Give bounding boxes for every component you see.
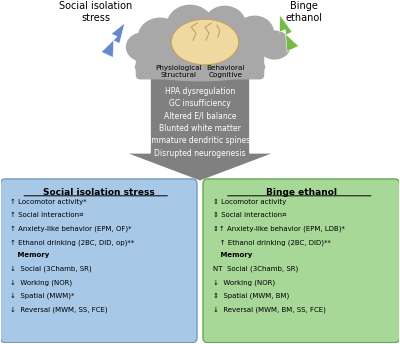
- FancyBboxPatch shape: [136, 41, 264, 79]
- Ellipse shape: [231, 30, 264, 60]
- Text: ⇕↑ Anxiety-like behavior (EPM, LDB)*: ⇕↑ Anxiety-like behavior (EPM, LDB)*: [213, 226, 345, 232]
- Text: ↓  Spatial (MWM)*: ↓ Spatial (MWM)*: [10, 292, 75, 299]
- Polygon shape: [101, 23, 125, 57]
- Ellipse shape: [258, 31, 290, 59]
- Text: ↓  Working (NOR): ↓ Working (NOR): [10, 279, 72, 286]
- Text: ↓  Reversal (MWM, SS, FCE): ↓ Reversal (MWM, SS, FCE): [10, 306, 108, 312]
- FancyBboxPatch shape: [0, 179, 197, 343]
- Text: ↑ Social interaction¤: ↑ Social interaction¤: [10, 212, 84, 218]
- Text: ↓  Social (3Chamb, SR): ↓ Social (3Chamb, SR): [10, 266, 92, 272]
- Text: Memory: Memory: [213, 252, 252, 258]
- Ellipse shape: [156, 31, 194, 63]
- Text: Disrupted neurogenesis: Disrupted neurogenesis: [154, 149, 246, 158]
- Text: Altered E/I balance: Altered E/I balance: [164, 111, 236, 120]
- Ellipse shape: [236, 16, 274, 50]
- Text: ↓  Working (NOR): ↓ Working (NOR): [213, 279, 275, 286]
- Ellipse shape: [136, 53, 264, 81]
- Text: ↑ Ethanol drinking (2BC, DID, op)**: ↑ Ethanol drinking (2BC, DID, op)**: [10, 239, 134, 246]
- Ellipse shape: [167, 6, 213, 45]
- Text: GC insufficiency: GC insufficiency: [169, 99, 231, 108]
- Ellipse shape: [171, 19, 239, 65]
- Text: NT  Social (3Chamb, SR): NT Social (3Chamb, SR): [213, 266, 298, 272]
- Text: Behavioral
Cognitive: Behavioral Cognitive: [207, 65, 245, 78]
- Ellipse shape: [194, 30, 236, 64]
- Polygon shape: [280, 15, 299, 52]
- Text: Blunted white matter: Blunted white matter: [159, 124, 241, 133]
- Text: Immature dendritic spines: Immature dendritic spines: [150, 136, 250, 145]
- Text: ⇕ Locomotor activity: ⇕ Locomotor activity: [213, 199, 286, 205]
- Text: Social isolation stress: Social isolation stress: [43, 188, 154, 197]
- Text: ↓  Reversal (MWM, BM, SS, FCE): ↓ Reversal (MWM, BM, SS, FCE): [213, 306, 326, 312]
- FancyBboxPatch shape: [203, 179, 400, 343]
- Text: Memory: Memory: [10, 252, 50, 258]
- Text: Binge ethanol: Binge ethanol: [266, 188, 337, 197]
- Text: ↑ Anxiety-like behavior (EPM, OF)*: ↑ Anxiety-like behavior (EPM, OF)*: [10, 226, 132, 232]
- Text: ⇕  Spatial (MWM, BM): ⇕ Spatial (MWM, BM): [213, 292, 289, 299]
- Ellipse shape: [126, 33, 158, 61]
- Ellipse shape: [138, 18, 182, 56]
- Text: ⇕ Social interaction¤: ⇕ Social interaction¤: [213, 212, 286, 218]
- Text: HPA dysregulation: HPA dysregulation: [165, 87, 235, 96]
- FancyArrow shape: [126, 77, 274, 181]
- Text: Social isolation
stress: Social isolation stress: [59, 1, 132, 23]
- Text: Physiological
Structural: Physiological Structural: [155, 65, 202, 78]
- Ellipse shape: [204, 6, 246, 44]
- Text: ↑ Locomotor activity*: ↑ Locomotor activity*: [10, 199, 87, 205]
- Text: Binge
ethanol: Binge ethanol: [286, 1, 323, 23]
- Text: ↑ Ethanol drinking (2BC, DID)**: ↑ Ethanol drinking (2BC, DID)**: [213, 239, 331, 246]
